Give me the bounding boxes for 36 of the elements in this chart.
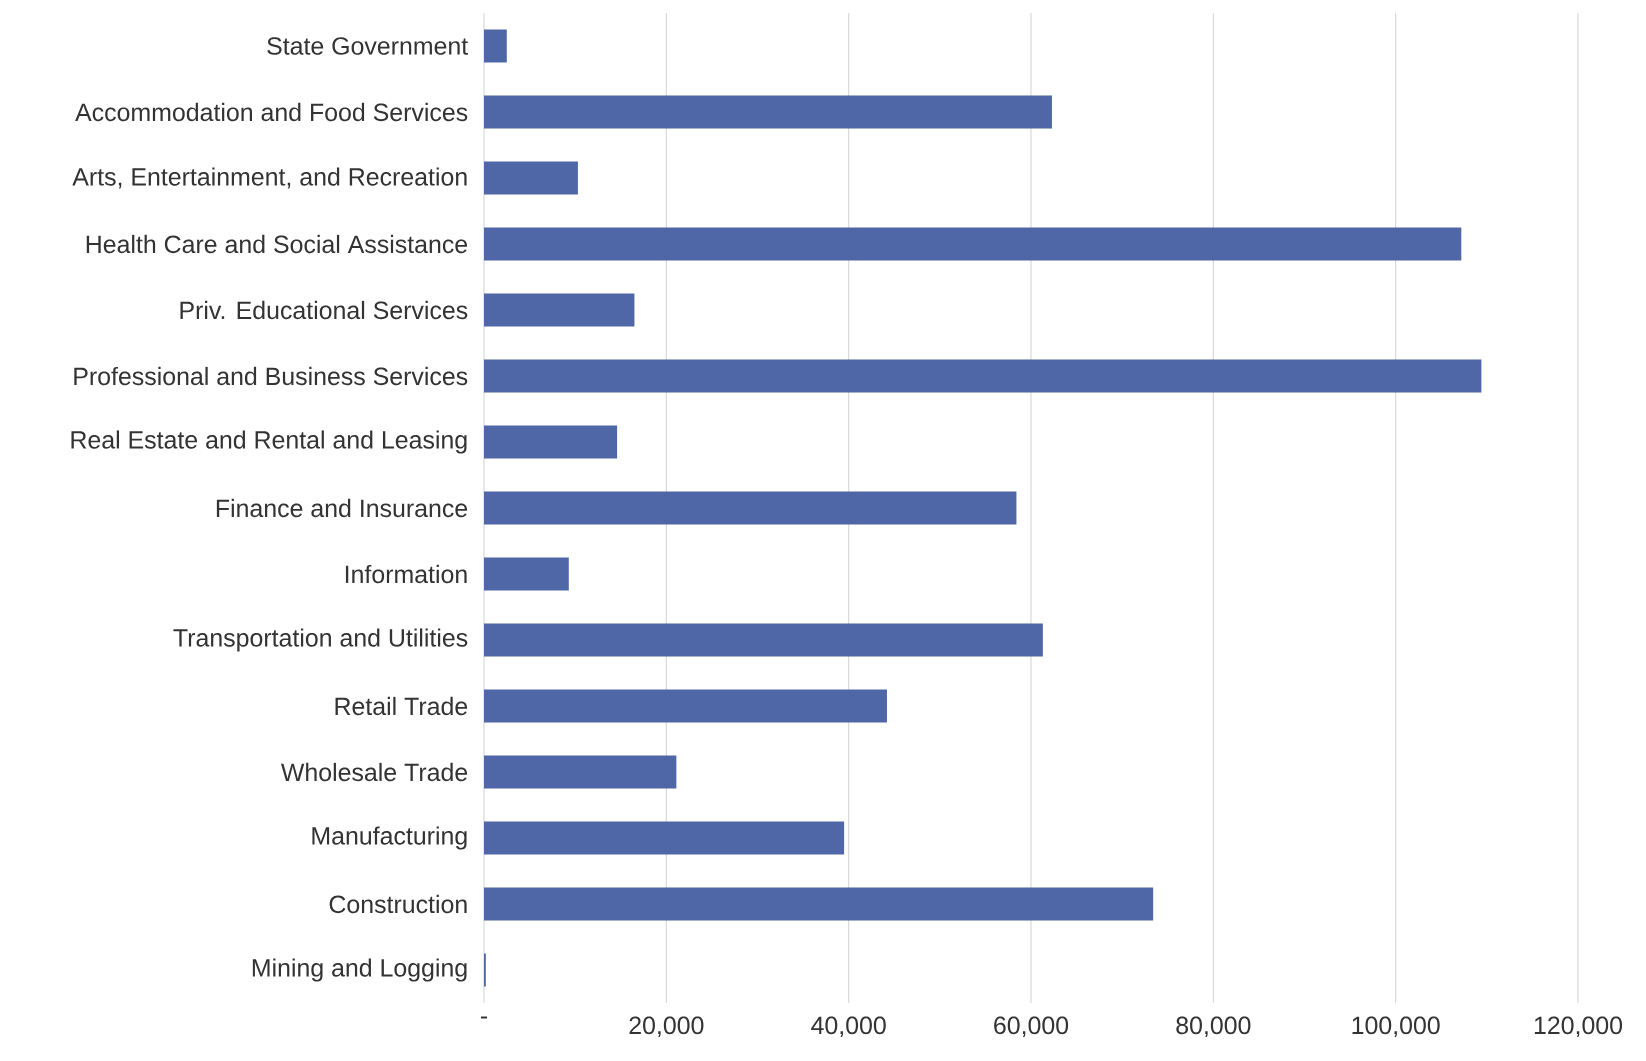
x-tick-label: 80,000 [1176,1016,1251,1038]
bar [484,227,1462,261]
y-tick-label: State Government [267,37,469,55]
x-tick-label: 100,000 [1352,1016,1440,1038]
y-tick-label: Manufacturing [312,826,467,850]
y-tick-label: Real Estate and Rental and Leasing [71,430,467,454]
y-tick-label: Priv. Educational Services [180,300,468,320]
y-tick-label: Mining and Logging [252,958,467,982]
bar [484,689,887,723]
x-tick-label: 60,000 [994,1016,1069,1038]
bar [484,95,1052,129]
bar [484,557,569,591]
y-tick-label: Arts, Entertainment, and Recreation [72,167,467,189]
bar [484,755,677,789]
y-tick-label: Accommodation and Food Services [75,102,468,122]
y-tick-label: Retail Trade [335,696,468,716]
y-tick-label: Information [345,564,467,584]
bar [484,293,635,327]
y-tick-label: Wholesale Trade [280,762,468,782]
bar [484,359,1482,393]
bar [484,425,618,459]
y-tick-label: Professional and Business Services [74,366,468,386]
y-tick-label: Construction [329,894,467,914]
bar [484,161,578,195]
bar [484,623,1043,657]
x-tick-label: 120,000 [1534,1016,1623,1038]
bar [484,29,507,63]
y-tick-label: Finance and Insurance [216,498,468,518]
x-tick-label: - [480,1016,488,1019]
x-tick-label: 20,000 [629,1016,704,1038]
bar [484,821,845,855]
bar [484,491,1017,525]
x-tick-label: 40,000 [811,1016,886,1038]
y-tick-label: Transportation and Utilities [173,628,468,652]
y-tick-label: Health Care and Social Assistance [86,234,468,254]
bar [484,887,1154,921]
